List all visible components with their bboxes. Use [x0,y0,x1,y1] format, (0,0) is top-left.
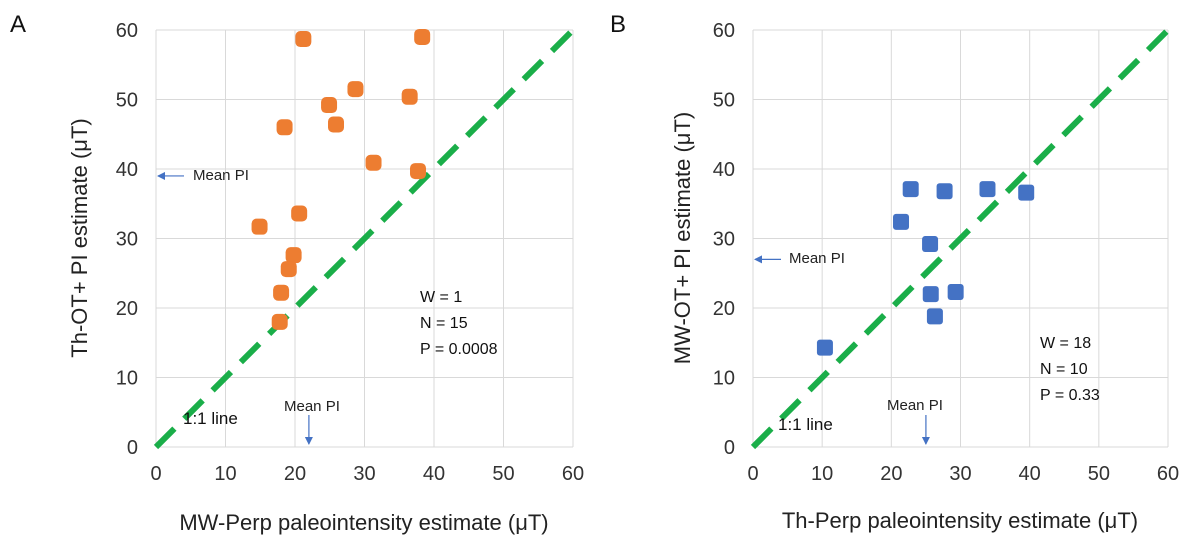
stats-n-b: N = 10 [1040,361,1088,378]
data-point-a [273,284,290,301]
x-axis-label-a: MW-Perp paleointensity estimate (μT) [179,510,548,535]
data-point-a [280,261,297,278]
x-tick-label-a: 20 [284,463,306,485]
chart-panel-a: A 0 10 20 30 40 50 60 0 10 20 30 40 50 60 MW-Perp pa… [10,11,584,535]
mean-pi-x-label-b: Mean PI [887,397,943,414]
y-tick-label-b: 60 [713,20,735,42]
data-point-a [295,31,312,48]
chart-panel-b: B 0 10 20 30 40 50 60 0 10 20 30 40 50 60 Th-Perp pa… [610,11,1179,533]
panel-label-a: A [10,11,26,38]
y-ticks-a: 0 10 20 30 40 50 60 [116,20,138,459]
points-b [816,181,1035,356]
x-axis-label-b: Th-Perp paleointensity estimate (μT) [782,508,1138,533]
data-point-b [926,308,943,325]
stats-w-a: W = 1 [420,289,462,306]
y-tick-label-b: 50 [713,90,735,112]
x-tick-label-a: 40 [423,463,445,485]
data-point-b [902,181,919,198]
data-point-b [816,339,833,356]
panel-label-b: B [610,11,626,38]
data-point-a [321,97,338,114]
x-tick-label-b: 60 [1157,463,1179,485]
x-ticks-b: 0 10 20 30 40 50 60 [747,463,1179,485]
data-point-a [365,154,382,171]
y-tick-label-a: 40 [116,159,138,181]
y-tick-label-a: 20 [116,298,138,320]
data-point-a [414,28,431,45]
x-tick-label-b: 10 [811,463,833,485]
stats-p-a: P = 0.0008 [420,341,498,358]
one-to-one-label-a: 1:1 line [183,409,238,428]
grid-b [752,29,1169,448]
stats-p-b: P = 0.33 [1040,387,1100,404]
x-tick-label-a: 10 [214,463,236,485]
y-tick-label-b: 30 [713,229,735,251]
y-tick-label-a: 60 [116,20,138,42]
x-tick-label-b: 0 [747,463,758,485]
data-point-b [979,181,996,198]
x-tick-label-a: 50 [492,463,514,485]
y-tick-label-b: 0 [724,437,735,459]
data-point-b [1018,184,1035,201]
y-tick-label-a: 0 [127,437,138,459]
data-point-a [410,163,427,180]
y-axis-label-b: MW-OT+ PI estimate (μT) [670,112,695,364]
data-point-b [922,286,939,303]
one-to-one-line-a [153,27,576,450]
x-tick-label-a: 60 [562,463,584,485]
y-tick-label-b: 40 [713,159,735,181]
data-point-b [947,284,964,301]
y-axis-label-a: Th-OT+ PI estimate (μT) [67,118,92,357]
x-tick-label-b: 40 [1019,463,1041,485]
mean-pi-y-label-b: Mean PI [789,250,845,267]
one-to-one-line-b [750,27,1171,450]
y-tick-label-a: 10 [116,368,138,390]
data-point-a [276,119,293,136]
stats-w-b: W = 18 [1040,335,1091,352]
x-tick-label-b: 30 [949,463,971,485]
data-point-a [285,247,302,264]
y-tick-label-a: 30 [116,229,138,251]
y-ticks-b: 0 10 20 30 40 50 60 [713,20,735,459]
data-point-b [922,236,939,253]
y-tick-label-b: 10 [713,368,735,390]
data-point-a [347,81,364,98]
one-to-one-label-b: 1:1 line [778,415,833,434]
y-tick-label-a: 50 [116,90,138,112]
data-point-b [936,183,953,200]
mean-pi-y-label-a: Mean PI [193,167,249,184]
x-ticks-a: 0 10 20 30 40 50 60 [150,463,584,485]
data-point-a [401,88,418,105]
mean-pi-x-label-a: Mean PI [284,398,340,415]
points-a [251,28,431,330]
data-point-a [328,116,345,133]
x-tick-label-b: 20 [880,463,902,485]
data-point-a [251,218,268,235]
data-point-b [893,213,910,230]
x-tick-label-a: 30 [353,463,375,485]
x-tick-label-a: 0 [150,463,161,485]
y-tick-label-b: 20 [713,298,735,320]
stats-n-a: N = 15 [420,315,468,332]
x-tick-label-b: 50 [1088,463,1110,485]
data-point-a [271,313,288,330]
data-point-a [291,205,308,222]
